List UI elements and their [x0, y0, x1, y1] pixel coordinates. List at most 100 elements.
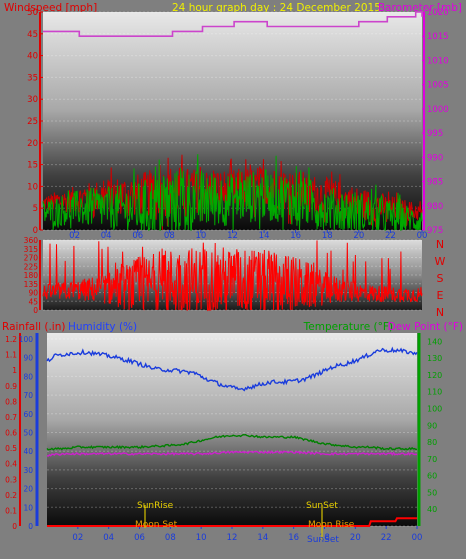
wind-x-ticks: 02 04 06 08 10 12 14 16 18 20 22 00 [69, 230, 427, 241]
x-tick-label: 14 [257, 533, 268, 543]
x-tick-label: 04 [101, 231, 112, 241]
y-tick-label: 135 [24, 280, 39, 289]
temp-tick-label: 120 [427, 371, 442, 380]
y-right-tick-label: 1005 [427, 81, 449, 91]
humidity-tick-label: 30 [23, 466, 33, 475]
direction-label: W [435, 255, 446, 268]
series-line-wind-speed [42, 154, 423, 231]
y-right-tick-label: 1020 [427, 8, 449, 18]
series-line-wind-direction [42, 240, 423, 312]
dewpoint-axis-label: Dew Point (°F) [388, 321, 463, 333]
rain-tick-label: 1.2 [5, 335, 17, 344]
rain-tick-label: 1.1 [5, 351, 17, 360]
rain-tick-label: 0.7 [5, 413, 17, 422]
x-tick-label: 22 [385, 231, 396, 241]
wind-series [42, 11, 423, 231]
x-tick-label: 18 [322, 231, 333, 241]
temp-x-ticks: 02 04 06 08 10 12 14 16 18 20 22 00 [72, 526, 422, 543]
sunset-label: SunSet [306, 501, 338, 511]
x-tick-label: 08 [164, 231, 175, 241]
humidity-tick-label: 10 [23, 503, 33, 512]
humidity-tick-label: 0 [28, 522, 33, 531]
temperature-axis-label: Temperature (°F) [303, 321, 393, 333]
series-line-temperature [46, 433, 418, 451]
direction-label: E [437, 289, 444, 302]
x-tick-label: 12 [227, 533, 238, 543]
temp-tick-label: 90 [427, 421, 437, 430]
x-tick-label: 06 [134, 533, 145, 543]
x-tick-label: 02 [69, 231, 80, 241]
y-right-tick-label: 1000 [427, 105, 449, 115]
y-tick-label: 0 [33, 226, 38, 236]
rain-tick-label: 0.8 [5, 397, 17, 406]
x-tick-label: 08 [165, 533, 176, 543]
moonrise-label: Moon Rise [308, 520, 355, 530]
direction-label: N [436, 306, 444, 319]
barometer-axis-label: Barometer [mb] [378, 2, 462, 14]
rain-y-ticks: 0 0.1 0.2 0.3 0.4 0.5 0.6 0.7 0.8 0.9 1 1.1 1.2 [5, 333, 21, 531]
direction-label: N [436, 238, 444, 251]
x-tick-label: 16 [290, 231, 301, 241]
y-tick-label: 50 [27, 8, 38, 18]
y-tick-label: 45 [28, 297, 38, 306]
temp-tick-label: 40 [427, 505, 437, 514]
x-tick-label: 12 [227, 231, 238, 241]
y-right-tick-label: 985 [427, 178, 443, 188]
rain-tick-label: 0 [12, 522, 17, 531]
sunset-bottom-label: SunSet [307, 535, 339, 545]
rain-tick-label: 0.6 [5, 429, 17, 438]
rain-tick-label: 0.2 [5, 491, 17, 500]
temp-tick-label: 60 [427, 472, 437, 481]
series-line-barometer [43, 11, 423, 38]
x-tick-label: 06 [132, 231, 143, 241]
x-tick-label: 14 [259, 231, 270, 241]
humidity-y-ticks: 0 10 20 30 40 50 60 70 80 90 100 [19, 333, 39, 531]
humidity-tick-label: 20 [23, 485, 33, 494]
y-tick-label: 45 [27, 30, 38, 40]
temp-tick-label: 140 [427, 337, 442, 346]
y-right-tick-label: 980 [427, 202, 443, 212]
y-tick-label: 10 [27, 182, 38, 192]
y-tick-label: 360 [24, 236, 39, 245]
temp-tick-label: 50 [427, 488, 437, 497]
y-tick-label: 35 [27, 73, 38, 83]
humidity-tick-label: 40 [23, 447, 33, 456]
y-tick-label: 90 [28, 289, 38, 298]
y-right-tick-label: 1010 [427, 56, 449, 66]
moonset-label: Moon Set [135, 520, 178, 530]
y-tick-label: 30 [27, 95, 38, 105]
humidity-tick-label: 100 [19, 335, 34, 344]
y-tick-label: 225 [24, 262, 39, 271]
x-tick-label: 10 [196, 231, 207, 241]
rain-tick-label: 0.5 [5, 444, 17, 453]
series-line-humidity [46, 346, 418, 392]
y-tick-label: 0 [33, 306, 38, 315]
y-tick-label: 180 [24, 271, 39, 280]
x-tick-label: 20 [350, 533, 361, 543]
temp-series [46, 346, 418, 527]
y-tick-label: 5 [33, 204, 38, 214]
y-tick-label: 15 [27, 161, 38, 171]
temp-y-ticks: 40 50 60 70 80 90 100 110 120 130 140 [417, 333, 442, 526]
rain-tick-label: 0.3 [5, 475, 17, 484]
rain-tick-label: 1 [12, 366, 17, 375]
sunrise-label: SunRise [137, 501, 174, 511]
x-tick-label: 16 [288, 533, 299, 543]
rain-tick-label: 0.9 [5, 382, 17, 391]
x-tick-label: 02 [72, 533, 83, 543]
temp-tick-label: 80 [427, 438, 437, 447]
y-tick-label: 20 [27, 139, 38, 149]
humidity-tick-label: 60 [23, 410, 33, 419]
y-tick-label: 40 [27, 52, 38, 62]
y-right-tick-label: 1015 [427, 32, 449, 42]
temp-tick-label: 110 [427, 388, 442, 397]
wind-y-left-ticks: 0 5 10 15 20 25 30 35 40 45 50 [27, 8, 43, 236]
direction-label: S [437, 272, 444, 285]
x-tick-label: 20 [353, 231, 364, 241]
humidity-axis-label: Humidity (%) [68, 321, 137, 333]
x-tick-label: 10 [196, 533, 207, 543]
x-tick-label: 18 [319, 533, 330, 543]
